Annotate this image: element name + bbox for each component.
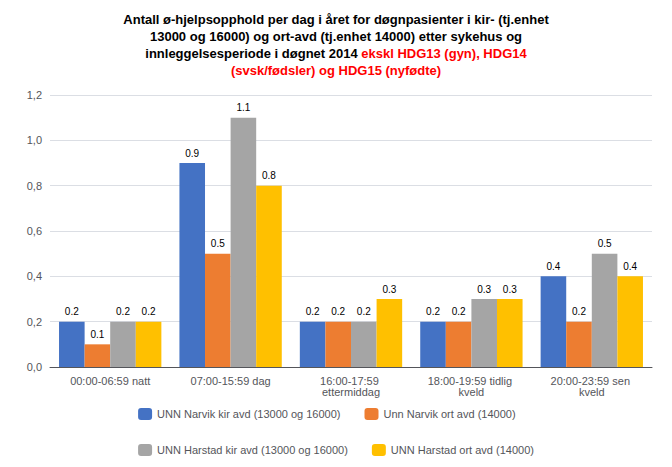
- svg-text:0.4: 0.4: [623, 261, 637, 272]
- svg-text:Unn Narvik ort avd (14000): Unn Narvik ort avd (14000): [384, 408, 516, 420]
- svg-text:07:00-15:59 dag: 07:00-15:59 dag: [191, 375, 271, 387]
- svg-text:0.2: 0.2: [65, 306, 79, 317]
- svg-text:(svsk/fødsler) og HDG15 (nyfød: (svsk/fødsler) og HDG15 (nyfødte): [231, 63, 441, 78]
- svg-text:0.9: 0.9: [185, 148, 199, 159]
- svg-text:0,6: 0,6: [27, 225, 42, 237]
- svg-text:0.3: 0.3: [477, 284, 491, 295]
- svg-text:1,0: 1,0: [27, 134, 42, 146]
- svg-text:0.2: 0.2: [116, 306, 130, 317]
- svg-text:0.1: 0.1: [90, 329, 104, 340]
- svg-text:0,8: 0,8: [27, 180, 42, 192]
- svg-text:kveld: kveld: [459, 386, 485, 398]
- svg-text:0.2: 0.2: [142, 306, 156, 317]
- svg-text:0.2: 0.2: [452, 306, 466, 317]
- svg-text:0.5: 0.5: [211, 238, 225, 249]
- svg-text:0.2: 0.2: [306, 306, 320, 317]
- svg-text:0.5: 0.5: [598, 238, 612, 249]
- svg-text:0,0: 0,0: [27, 361, 42, 373]
- svg-text:0.3: 0.3: [503, 284, 517, 295]
- svg-text:0,2: 0,2: [27, 316, 42, 328]
- svg-text:UNN Harstad kir avd (13000 og: UNN Harstad kir avd (13000 og 16000): [157, 444, 348, 456]
- svg-text:16:00-17:59: 16:00-17:59: [320, 374, 382, 387]
- svg-text:ekskl HDG13 (gyn), HDG14: ekskl HDG13 (gyn), HDG14: [361, 46, 527, 61]
- svg-text:kveld: kveld: [579, 386, 605, 398]
- svg-text:0.2: 0.2: [357, 306, 371, 317]
- svg-text:UNN Narvik kir avd (13000 og 1: UNN Narvik kir avd (13000 og 16000): [157, 408, 340, 420]
- svg-text:0.2: 0.2: [572, 306, 586, 317]
- svg-text:Antall ø-hjelpsopphold per dag: Antall ø-hjelpsopphold per dag i året fo…: [123, 12, 549, 27]
- svg-text:1,2: 1,2: [27, 89, 42, 101]
- svg-text:00:00-06:59 natt: 00:00-06:59 natt: [70, 375, 150, 387]
- svg-text:0.2: 0.2: [331, 306, 345, 317]
- svg-text:1.1: 1.1: [236, 102, 250, 113]
- svg-text:18:00-19:59 tidlig: 18:00-19:59 tidlig: [427, 374, 516, 387]
- svg-text:0,4: 0,4: [27, 270, 42, 282]
- svg-text:UNN Harstad ort avd (14000): UNN Harstad ort avd (14000): [391, 444, 534, 456]
- svg-text:13000 og 16000) og ort-avd (tj: 13000 og 16000) og ort-avd (tj.enhet 140…: [150, 29, 522, 44]
- svg-text:innleggelsesperiode i døgnet 2: innleggelsesperiode i døgnet 2014: [145, 46, 361, 61]
- svg-text:20:00-23:59 sen: 20:00-23:59 sen: [550, 374, 634, 387]
- svg-text:0.2: 0.2: [426, 306, 440, 317]
- svg-text:0.4: 0.4: [546, 261, 560, 272]
- svg-text:ettermiddag: ettermiddag: [322, 386, 380, 398]
- svg-text:0.8: 0.8: [262, 170, 276, 181]
- svg-text:0.3: 0.3: [382, 284, 396, 295]
